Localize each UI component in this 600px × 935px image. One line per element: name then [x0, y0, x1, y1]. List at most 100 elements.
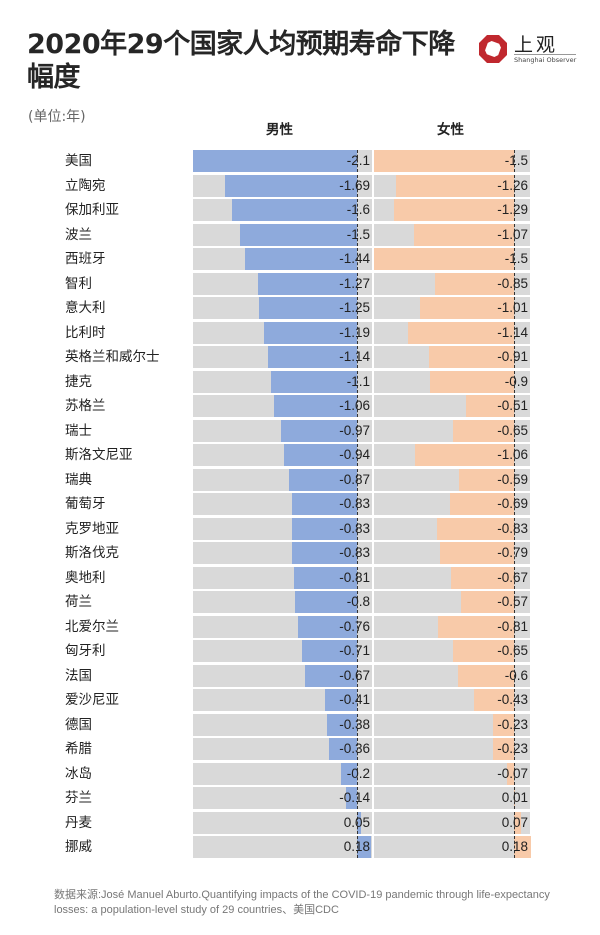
male-value-label: 0.18 — [343, 839, 370, 854]
male-zero-axis-line — [357, 395, 358, 417]
female-zero-axis-line — [514, 738, 515, 760]
male-zero-axis-line — [357, 297, 358, 319]
male-bar — [267, 346, 357, 368]
male-value-label: -1.5 — [346, 226, 370, 242]
female-bar-track: -0.59 — [374, 468, 530, 491]
male-zero-axis-line — [357, 468, 358, 491]
female-bar — [451, 566, 514, 589]
logo-octagon-icon — [479, 35, 507, 63]
country-label: 冰岛 — [65, 765, 92, 782]
table-row: 希腊 -0.36 -0.23 — [0, 738, 600, 760]
logo-text-en: Shanghai Observer — [514, 54, 577, 64]
female-bar-track: -0.57 — [374, 591, 530, 613]
country-label: 挪威 — [65, 839, 92, 855]
female-value-label: 0.01 — [501, 790, 528, 805]
female-zero-axis-line — [514, 468, 515, 491]
female-bar — [374, 248, 514, 270]
male-bar — [293, 566, 357, 589]
male-bar — [292, 542, 357, 564]
country-label: 法国 — [65, 667, 92, 684]
table-row: 智利 -1.27 -0.85 — [0, 272, 600, 295]
unit-label: (单位:年) — [28, 109, 86, 125]
logo-text-cn: 上观 — [514, 34, 559, 56]
male-bar-track: 0.18 — [193, 836, 372, 858]
male-bar-track: -0.87 — [193, 468, 372, 491]
female-bar — [492, 738, 514, 760]
male-zero-axis-line — [357, 738, 358, 760]
male-bar — [239, 223, 357, 246]
female-value-label: -0.07 — [497, 765, 528, 781]
male-bar-track: -1.5 — [193, 223, 372, 246]
male-zero-axis-line — [357, 321, 358, 344]
female-bar-track: -1.01 — [374, 297, 530, 319]
female-bar-track: -1.06 — [374, 444, 530, 466]
female-zero-axis-line — [514, 150, 515, 172]
male-zero-axis-line — [357, 713, 358, 736]
male-zero-axis-line — [357, 272, 358, 295]
table-row: 瑞士 -0.97 -0.65 — [0, 419, 600, 442]
male-bar — [225, 174, 357, 197]
male-zero-axis-line — [357, 223, 358, 246]
female-bar — [466, 395, 514, 417]
male-bar — [357, 811, 361, 834]
male-bar — [257, 272, 357, 295]
female-bar — [449, 493, 514, 515]
female-value-label: -0.69 — [497, 496, 528, 511]
country-label: 西班牙 — [65, 251, 106, 267]
female-zero-axis-line — [514, 713, 515, 736]
male-bar-track: -0.14 — [193, 787, 372, 809]
country-label: 意大利 — [65, 300, 106, 316]
male-bar — [283, 444, 357, 466]
male-bar — [244, 248, 357, 270]
female-bar — [514, 811, 521, 834]
male-bar-track: -0.94 — [193, 444, 372, 466]
male-value-label: -0.83 — [339, 520, 370, 536]
female-value-label: -0.83 — [497, 520, 528, 536]
male-zero-axis-line — [357, 517, 358, 540]
male-value-label: -0.94 — [339, 447, 370, 462]
table-row: 苏格兰 -1.06 -0.51 — [0, 395, 600, 417]
male-value-label: 0.05 — [343, 814, 370, 830]
female-zero-axis-line — [514, 199, 515, 221]
male-bar-track: -0.8 — [193, 591, 372, 613]
female-bar — [419, 297, 514, 319]
female-bar — [407, 321, 514, 344]
country-label: 美国 — [65, 153, 92, 169]
country-label: 保加利亚 — [65, 202, 119, 218]
male-value-label: -1.06 — [339, 398, 370, 413]
male-bar — [357, 836, 372, 858]
male-value-label: -0.87 — [339, 471, 370, 487]
male-value-label: -1.6 — [346, 202, 370, 217]
table-row: 比利时 -1.19 -1.14 — [0, 321, 600, 344]
male-zero-axis-line — [357, 419, 358, 442]
female-zero-axis-line — [514, 762, 515, 785]
male-zero-axis-line — [357, 615, 358, 638]
male-value-label: -0.71 — [339, 643, 370, 658]
female-value-label: -0.65 — [497, 422, 528, 438]
male-value-label: -0.41 — [339, 692, 370, 707]
male-bar — [346, 787, 357, 809]
male-zero-axis-line — [357, 150, 358, 172]
country-label: 奥地利 — [65, 569, 106, 586]
female-value-label: -0.51 — [497, 398, 528, 413]
female-bar — [492, 713, 514, 736]
female-bar-track: -0.65 — [374, 419, 530, 442]
male-bar-track: -0.2 — [193, 762, 372, 785]
female-value-label: -0.79 — [497, 545, 528, 560]
table-row: 美国 -2.1 -1.5 — [0, 150, 600, 172]
male-zero-axis-line — [357, 689, 358, 711]
table-row: 冰岛 -0.2 -0.07 — [0, 762, 600, 785]
female-bar — [414, 223, 514, 246]
male-bar — [274, 395, 357, 417]
female-zero-axis-line — [514, 321, 515, 344]
table-row: 波兰 -1.5 -1.07 — [0, 223, 600, 246]
male-value-label: -1.14 — [339, 349, 370, 364]
country-label: 斯洛文尼亚 — [65, 447, 133, 463]
female-bar-track: -0.81 — [374, 615, 530, 638]
table-row: 意大利 -1.25 -1.01 — [0, 297, 600, 319]
female-zero-axis-line — [514, 664, 515, 687]
country-label: 爱沙尼亚 — [65, 692, 119, 708]
female-zero-axis-line — [514, 787, 515, 809]
male-bar-track: -2.1 — [193, 150, 372, 172]
female-value-label: -0.67 — [497, 569, 528, 585]
